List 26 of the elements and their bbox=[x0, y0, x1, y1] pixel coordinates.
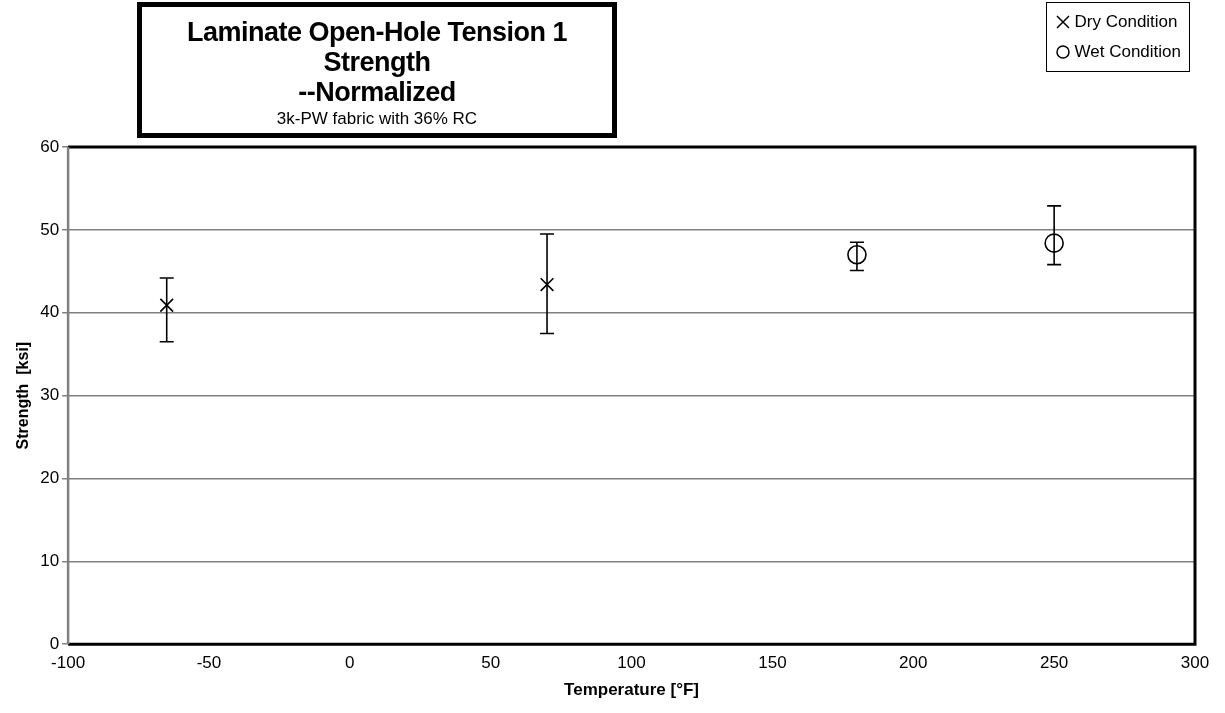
point bbox=[847, 244, 867, 265]
y-tick-label: 0 bbox=[49, 633, 60, 653]
x-tick-label: 200 bbox=[899, 653, 928, 673]
x-tick-label: 50 bbox=[481, 653, 501, 673]
chart-subtitle: 3k-PW fabric with 36% RC bbox=[275, 109, 479, 129]
y-tick-label: 10 bbox=[40, 551, 60, 571]
x-tick-label: 250 bbox=[1039, 653, 1069, 673]
point bbox=[539, 277, 555, 292]
legend-label: Wet Condition bbox=[1074, 42, 1181, 62]
x-axis-title: Temperature [°F] bbox=[564, 680, 700, 700]
point bbox=[159, 298, 174, 313]
y-axis-title: Strength [ksi] bbox=[14, 341, 32, 450]
x-tick-label: 100 bbox=[617, 653, 646, 673]
y-tick-label: 40 bbox=[40, 302, 60, 322]
y-tick-label: 30 bbox=[40, 385, 60, 405]
x-tick-label: -100 bbox=[51, 653, 86, 673]
x-tick-label: 300 bbox=[1180, 653, 1210, 673]
y-tick-label: 20 bbox=[40, 468, 60, 488]
point bbox=[1044, 233, 1064, 253]
legend-label: Dry Condition bbox=[1074, 12, 1178, 32]
y-tick-label: 50 bbox=[40, 219, 60, 239]
x-tick-label: 150 bbox=[758, 653, 787, 673]
x-tick-label: 0 bbox=[345, 653, 355, 673]
x-tick-label: -50 bbox=[196, 653, 222, 673]
chart-title: Laminate Open-Hole Tension 1 Strength --Normalized bbox=[185, 17, 569, 107]
y-tick-label: 60 bbox=[40, 136, 60, 156]
